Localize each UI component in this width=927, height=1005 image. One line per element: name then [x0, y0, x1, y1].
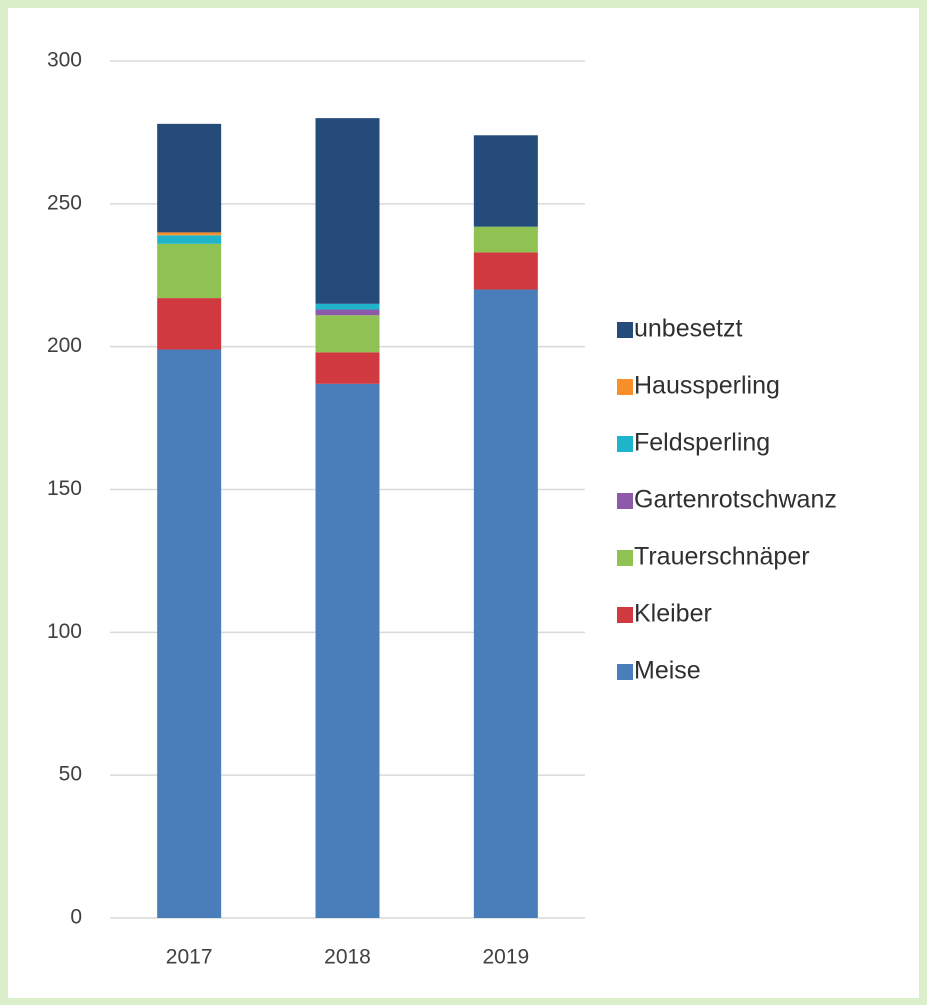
y-tick-label: 150	[47, 477, 82, 500]
y-tick-label: 0	[70, 906, 82, 929]
bar-segment	[315, 383, 380, 918]
y-tick-label: 100	[47, 620, 82, 643]
y-tick-label: 50	[59, 763, 82, 786]
legend-label: Trauerschnäper	[634, 543, 810, 571]
legend-label: Haussperling	[634, 372, 780, 400]
bar-segment	[157, 298, 222, 350]
y-tick-label: 300	[47, 49, 82, 72]
y-tick-label: 250	[47, 191, 82, 214]
x-tick-label: 2017	[166, 946, 213, 969]
legend-swatch	[617, 379, 633, 395]
legend-swatch	[617, 493, 633, 509]
legend-label: unbesetzt	[634, 315, 742, 343]
bar-segment	[473, 135, 538, 227]
legend-swatch	[617, 607, 633, 623]
chart: 0 50 100 150 200 250 300 2017 2018 2019 Meise Kleib…	[47, 49, 837, 969]
bar-segment	[157, 123, 222, 233]
bar-segment	[315, 303, 380, 310]
y-tick-label: 200	[47, 334, 82, 357]
legend-swatch	[617, 322, 633, 338]
legend-label: Meise	[634, 657, 701, 685]
bar-segment	[157, 232, 222, 236]
bar-segment	[473, 252, 538, 290]
bar-segment	[473, 226, 538, 253]
legend-swatch	[617, 550, 633, 566]
legend-swatch	[617, 664, 633, 680]
panel: 0 50 100 150 200 250 300 2017 2018 2019 Meise Kleib…	[8, 8, 919, 998]
bar-segment	[315, 309, 380, 316]
bar-segment	[157, 243, 222, 299]
bar-segment	[315, 118, 380, 304]
legend-label: Gartenrotschwanz	[634, 486, 837, 514]
legend-label: Feldsperling	[634, 429, 770, 457]
legend-label: Kleiber	[634, 600, 712, 628]
legend-swatch	[617, 436, 633, 452]
bar-segment	[315, 352, 380, 384]
x-tick-label: 2019	[482, 946, 529, 969]
bar-segment	[157, 235, 222, 244]
x-tick-label: 2018	[324, 946, 371, 969]
bar-segment	[473, 289, 538, 918]
bar-segment	[157, 349, 222, 919]
bar-segment	[315, 315, 380, 353]
